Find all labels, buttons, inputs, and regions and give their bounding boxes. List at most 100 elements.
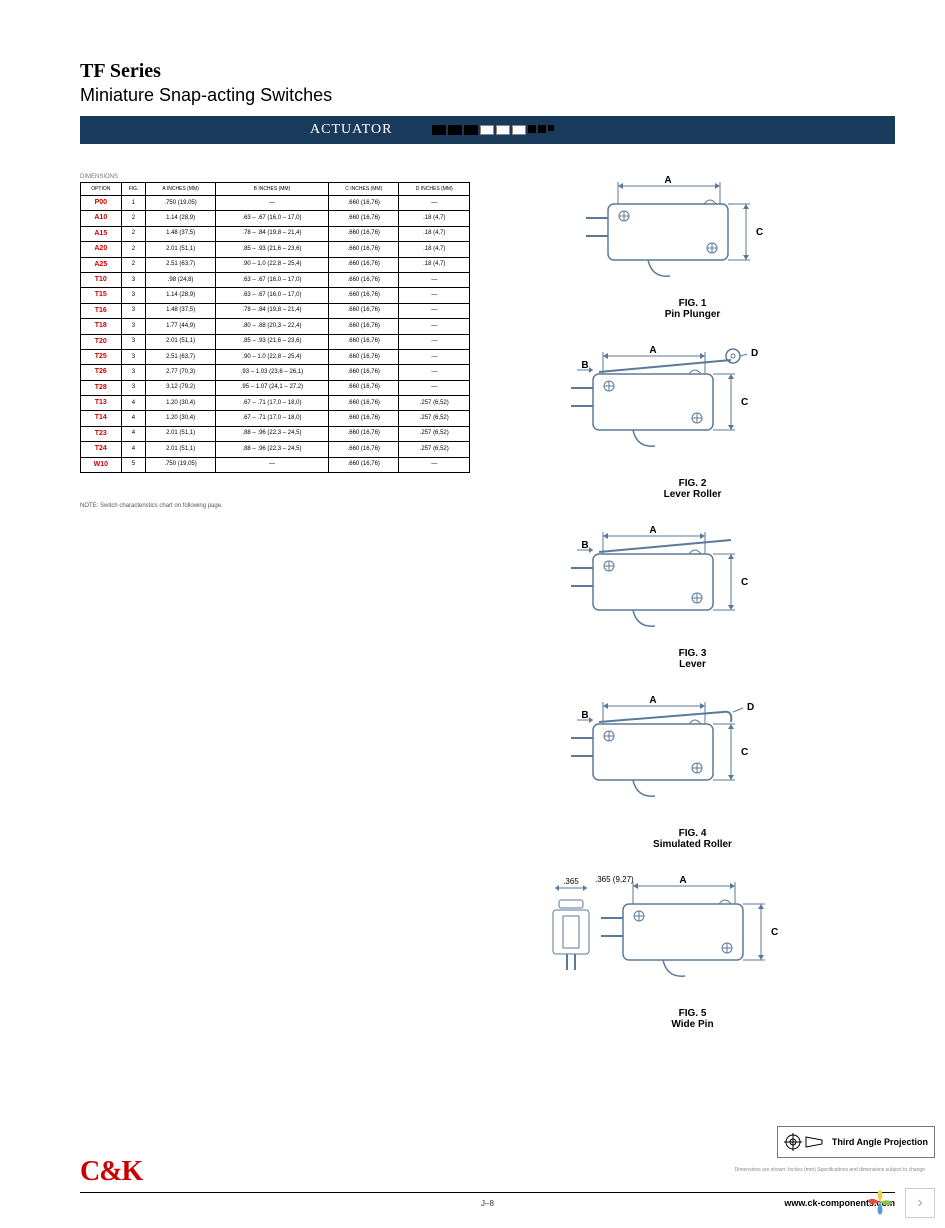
table-row: T103.98 (24,8).63 – .67 (16,0 – 17,0).66… bbox=[81, 272, 470, 287]
figure-4: ABCDFIG. 4Simulated Roller bbox=[510, 694, 875, 850]
cell-c: .660 (16,76) bbox=[329, 257, 399, 272]
cell-b: .78 – .84 (19,8 – 21,4) bbox=[215, 303, 328, 318]
cell-b: .90 – 1.0 (22,8 – 25,4) bbox=[215, 257, 328, 272]
svg-text:C: C bbox=[741, 577, 748, 588]
cell-a: 1.48 (37,5) bbox=[146, 226, 216, 241]
table-header: OPTION bbox=[81, 183, 122, 196]
svg-text:D: D bbox=[747, 702, 754, 713]
cell-fig: 3 bbox=[121, 380, 146, 395]
figure-2: ABCDFIG. 2Lever Roller bbox=[510, 344, 875, 500]
fig-id: FIG. 3 bbox=[510, 648, 875, 659]
table-note: NOTE: Switch characteristics chart on fo… bbox=[80, 503, 470, 509]
cell-a: 1.20 (30,4) bbox=[146, 411, 216, 426]
cell-c: .660 (16,76) bbox=[329, 272, 399, 287]
svg-text:A: A bbox=[649, 695, 656, 706]
cell-a: .750 (19,05) bbox=[146, 196, 216, 211]
fig-id: FIG. 2 bbox=[510, 478, 875, 489]
cell-c: .660 (16,76) bbox=[329, 396, 399, 411]
cell-fig: 2 bbox=[121, 211, 146, 226]
cell-b: .95 – 1.07 (24,1 – 27,2) bbox=[215, 380, 328, 395]
figure-svg: ABCD bbox=[563, 344, 823, 474]
cell-fig: 3 bbox=[121, 303, 146, 318]
cell-c: .660 (16,76) bbox=[329, 303, 399, 318]
cell-d: — bbox=[399, 457, 470, 472]
fig-id: FIG. 5 bbox=[510, 1008, 875, 1019]
svg-text:C: C bbox=[741, 397, 748, 408]
svg-text:C: C bbox=[741, 747, 748, 758]
fig-id: FIG. 4 bbox=[510, 828, 875, 839]
cell-opt: T10 bbox=[81, 272, 122, 287]
cell-d: — bbox=[399, 349, 470, 364]
cell-c: .660 (16,76) bbox=[329, 211, 399, 226]
cell-opt: T24 bbox=[81, 442, 122, 457]
cell-d: — bbox=[399, 196, 470, 211]
cell-b: .88 – .96 (22,3 – 24,5) bbox=[215, 426, 328, 441]
table-row: A2022.01 (51,1).85 – .93 (21,6 – 23,6).6… bbox=[81, 242, 470, 257]
cell-a: 2.51 (63,7) bbox=[146, 257, 216, 272]
cell-b: .78 – .84 (19,8 – 21,4) bbox=[215, 226, 328, 241]
cell-c: .660 (16,76) bbox=[329, 426, 399, 441]
cell-d: .257 (6,52) bbox=[399, 396, 470, 411]
cell-d: — bbox=[399, 380, 470, 395]
table-row: T2632.77 (70,3).93 – 1.03 (23,6 – 26,1).… bbox=[81, 365, 470, 380]
cell-b: .80 – .88 (20,3 – 22,4) bbox=[215, 319, 328, 334]
cell-b: .63 – .67 (16,0 – 17,0) bbox=[215, 288, 328, 303]
cell-b: .85 – .93 (21,6 – 23,6) bbox=[215, 242, 328, 257]
cell-opt: T23 bbox=[81, 426, 122, 441]
table-header: C INCHES (MM) bbox=[329, 183, 399, 196]
table-row: T2442.01 (51,1).88 – .96 (22,3 – 24,5).6… bbox=[81, 442, 470, 457]
cell-c: .660 (16,76) bbox=[329, 349, 399, 364]
table-row: T2342.01 (51,1).88 – .96 (22,3 – 24,5).6… bbox=[81, 426, 470, 441]
bar-label: ACTUATOR bbox=[310, 122, 392, 138]
cell-opt: A15 bbox=[81, 226, 122, 241]
cell-c: .660 (16,76) bbox=[329, 411, 399, 426]
cell-d: — bbox=[399, 288, 470, 303]
cell-opt: P00 bbox=[81, 196, 122, 211]
svg-text:A: A bbox=[679, 875, 686, 886]
fig-name: Lever Roller bbox=[510, 489, 875, 500]
svg-text:C: C bbox=[756, 227, 763, 238]
cell-d: .18 (4,7) bbox=[399, 211, 470, 226]
cell-fig: 2 bbox=[121, 242, 146, 257]
fig-id: FIG. 1 bbox=[510, 298, 875, 309]
cell-fig: 2 bbox=[121, 257, 146, 272]
actuator-bar: ACTUATOR bbox=[80, 116, 895, 144]
figure-svg: AC bbox=[578, 174, 808, 294]
cell-opt: T15 bbox=[81, 288, 122, 303]
cell-opt: A25 bbox=[81, 257, 122, 272]
svg-text:B: B bbox=[581, 540, 588, 551]
cell-opt: T14 bbox=[81, 411, 122, 426]
cell-d: .18 (4,7) bbox=[399, 257, 470, 272]
cell-b: .90 – 1.0 (22,8 – 25,4) bbox=[215, 349, 328, 364]
table-row: T2032.01 (51,1).85 – .93 (21,6 – 23,6).6… bbox=[81, 334, 470, 349]
cell-d: .257 (6,52) bbox=[399, 426, 470, 441]
table-row: P001.750 (19,05)—.660 (16,76)— bbox=[81, 196, 470, 211]
fig-name: Lever bbox=[510, 659, 875, 670]
cell-fig: 4 bbox=[121, 396, 146, 411]
cell-opt: T26 bbox=[81, 365, 122, 380]
svg-text:D: D bbox=[751, 348, 758, 359]
table-row: T1441.20 (30,4).67 – .71 (17,0 – 18,0).6… bbox=[81, 411, 470, 426]
svg-text:A: A bbox=[649, 525, 656, 536]
projection-box: Third Angle Projection bbox=[777, 1126, 935, 1158]
svg-text:B: B bbox=[581, 360, 588, 371]
next-page-button[interactable]: › bbox=[905, 1188, 935, 1218]
table-row: T2833.12 (79,2).95 – 1.07 (24,1 – 27,2).… bbox=[81, 380, 470, 395]
cell-a: 2.01 (51,1) bbox=[146, 426, 216, 441]
cell-b: .63 – .67 (16,0 – 17,0) bbox=[215, 272, 328, 287]
table-row: T1531.14 (28,9).63 – .67 (16,0 – 17,0).6… bbox=[81, 288, 470, 303]
figure-3: A B C FIG. 3Lever bbox=[510, 524, 875, 670]
cell-fig: 3 bbox=[121, 319, 146, 334]
decoration-icon bbox=[865, 1188, 895, 1218]
svg-text:.365 (9,27): .365 (9,27) bbox=[595, 875, 634, 884]
cell-d: — bbox=[399, 272, 470, 287]
table-row: W105.750 (19,05)—.660 (16,76)— bbox=[81, 457, 470, 472]
cell-a: 1.14 (28,9) bbox=[146, 211, 216, 226]
table-row: T1341.20 (30,4).67 – .71 (17,0 – 18,0).6… bbox=[81, 396, 470, 411]
cell-d: .257 (6,52) bbox=[399, 442, 470, 457]
cell-d: .18 (4,7) bbox=[399, 226, 470, 241]
table-row: A2522.51 (63,7).90 – 1.0 (22,8 – 25,4).6… bbox=[81, 257, 470, 272]
cell-fig: 4 bbox=[121, 426, 146, 441]
cell-fig: 3 bbox=[121, 334, 146, 349]
cell-a: 2.51 (63,7) bbox=[146, 349, 216, 364]
